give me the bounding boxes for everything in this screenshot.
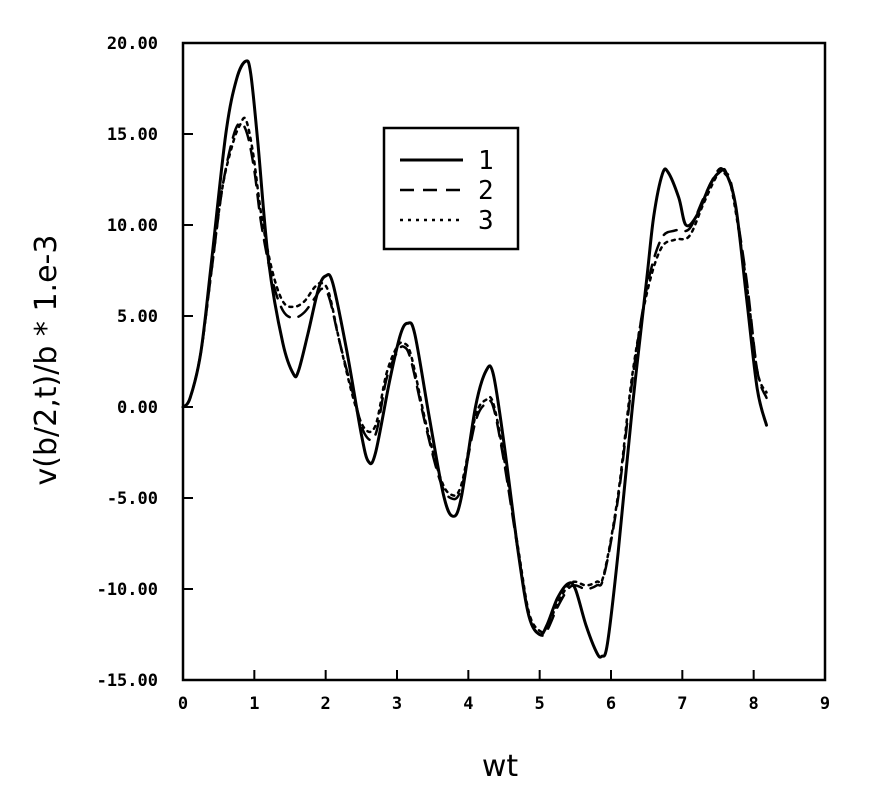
- legend-label-3: 3: [478, 206, 494, 236]
- x-tick-label: 0: [178, 694, 188, 714]
- y-tick-label: 15.00: [107, 125, 158, 145]
- x-tick-label: 8: [749, 694, 759, 714]
- y-tick-label: 0.00: [117, 398, 158, 418]
- x-tick-label: 3: [392, 694, 402, 714]
- x-tick-label: 7: [677, 694, 687, 714]
- legend-label-2: 2: [478, 176, 494, 206]
- y-tick-label: -5.00: [107, 489, 158, 509]
- x-tick-label: 2: [321, 694, 331, 714]
- y-tick-label: -15.00: [97, 671, 158, 691]
- series-layer: [181, 59, 769, 659]
- y-tick-label: 5.00: [117, 307, 158, 327]
- x-tick-label: 9: [820, 694, 830, 714]
- x-axis-title: wt: [482, 749, 519, 784]
- x-tick-label: 1: [249, 694, 259, 714]
- series-line-3: [181, 116, 768, 634]
- y-axis-title: v(b/2,t)/b * 1.e-3: [29, 235, 64, 486]
- x-tick-label: 4: [463, 694, 473, 714]
- y-tick-label: 20.00: [107, 34, 158, 54]
- series-line-2: [181, 121, 768, 637]
- legend-box: [382, 126, 520, 251]
- y-axis-ticks: 20.00 15.00 10.00 5.00 0.00 -5.00 -10.00 -15.00: [97, 34, 193, 691]
- legend-label-1: 1: [478, 146, 494, 176]
- legend: 1 2 3: [382, 126, 520, 251]
- y-tick-label: -10.00: [97, 580, 158, 600]
- series-line-1: [181, 59, 769, 659]
- x-tick-label: 6: [606, 694, 616, 714]
- x-tick-label: 5: [535, 694, 545, 714]
- y-tick-label: 10.00: [107, 216, 158, 236]
- x-axis-ticks: 0 1 2 3 4 5 6 7 8 9: [178, 670, 830, 714]
- plot-frame: [181, 41, 827, 682]
